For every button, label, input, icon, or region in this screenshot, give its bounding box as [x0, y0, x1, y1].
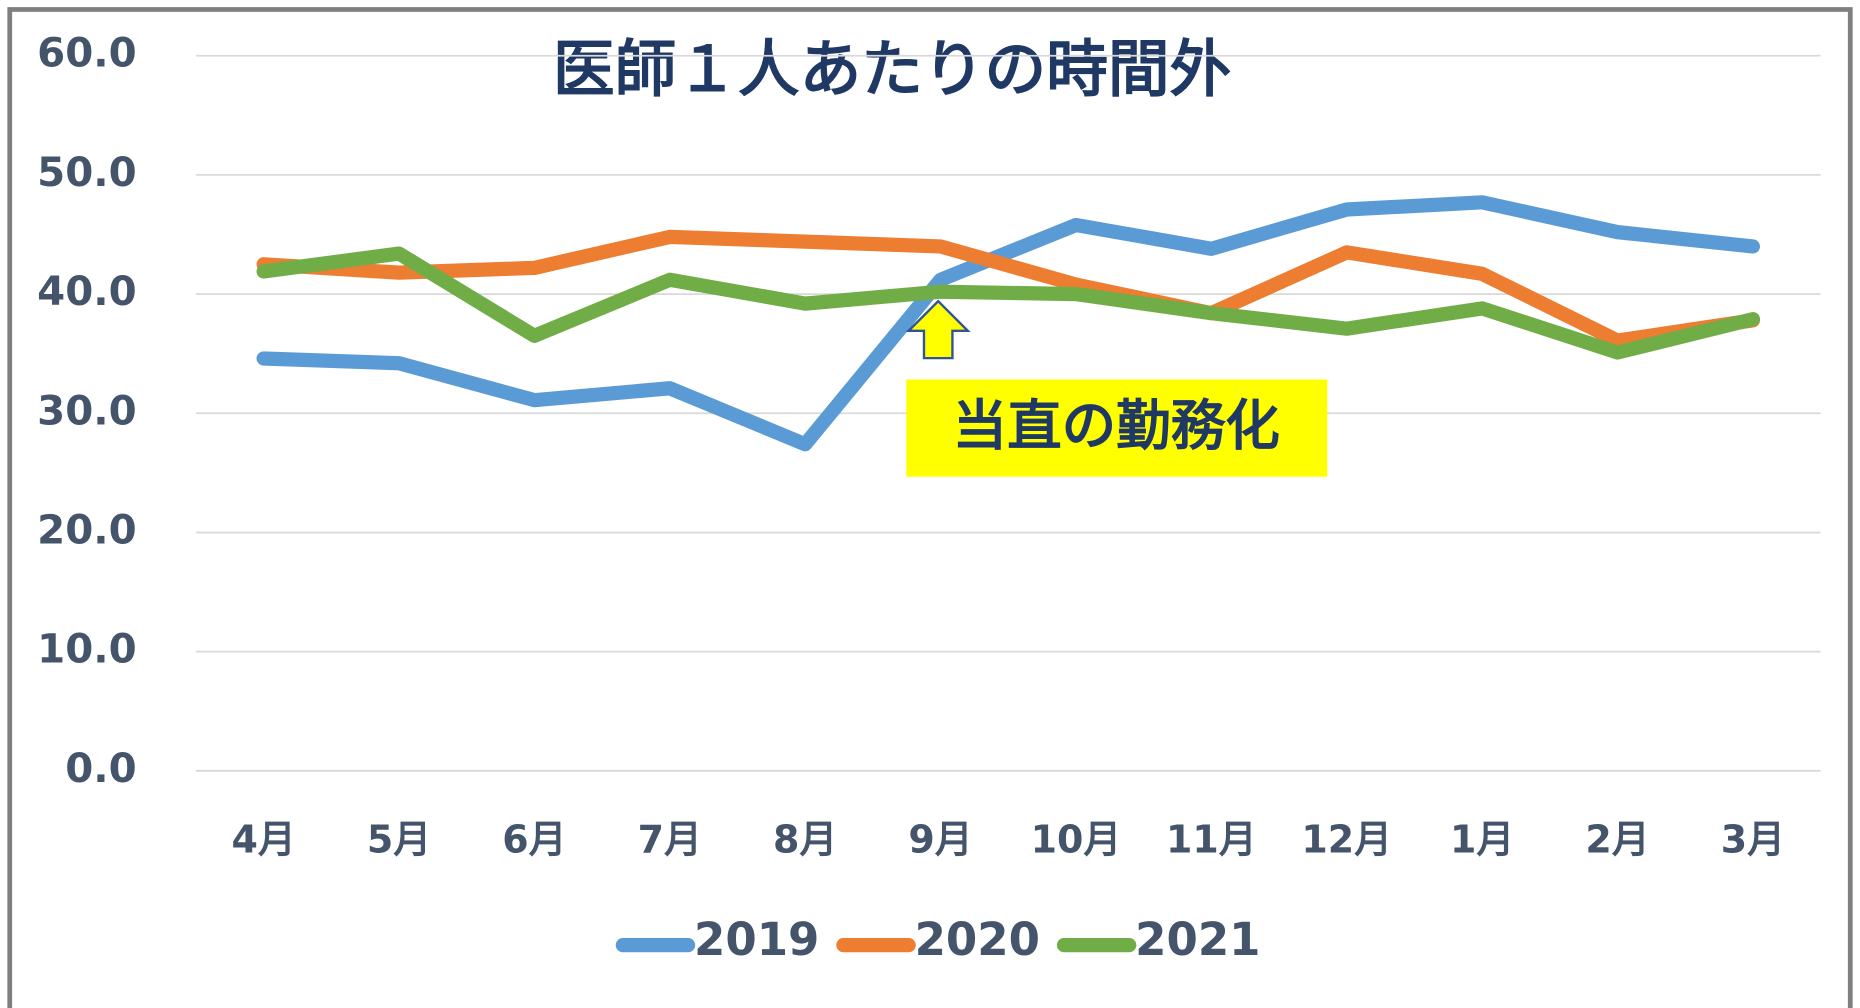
y-tick-label: 20.0 — [37, 506, 136, 553]
x-tick-label: 8月 — [773, 817, 837, 861]
x-tick-label: 3月 — [1721, 817, 1785, 861]
legend-label: 2021 — [1135, 913, 1260, 966]
x-tick-label: 9月 — [908, 817, 972, 861]
y-tick-label: 30.0 — [37, 387, 136, 434]
x-tick-label: 4月 — [231, 817, 295, 861]
x-tick-label: 7月 — [638, 817, 702, 861]
x-tick-label: 2月 — [1585, 817, 1649, 861]
series-line — [256, 195, 1761, 452]
x-tick-label: 10月 — [1031, 817, 1122, 861]
chart-title: 医師１人あたりの時間外 — [553, 34, 1231, 106]
y-tick-label: 0.0 — [65, 745, 136, 792]
x-tick-label: 12月 — [1301, 817, 1392, 861]
x-tick-label: 6月 — [502, 817, 566, 861]
legend-label: 2020 — [915, 913, 1040, 966]
series-line — [256, 246, 1761, 360]
series-line — [256, 229, 1761, 348]
annotation-arrow — [905, 299, 971, 360]
frame — [7, 7, 1853, 1008]
x-tick-label: 11月 — [1166, 817, 1257, 861]
y-tick-label: 60.0 — [37, 30, 136, 77]
annotation-text: 当直の勤務化 — [953, 393, 1280, 457]
y-tick-label: 50.0 — [37, 149, 136, 196]
annotation-box — [906, 379, 1328, 477]
x-tick-label: 1月 — [1450, 817, 1514, 861]
y-tick-label: 40.0 — [37, 268, 136, 315]
x-tick-label: 5月 — [367, 817, 431, 861]
y-tick-label: 10.0 — [37, 626, 136, 673]
legend-label: 2019 — [694, 913, 819, 966]
